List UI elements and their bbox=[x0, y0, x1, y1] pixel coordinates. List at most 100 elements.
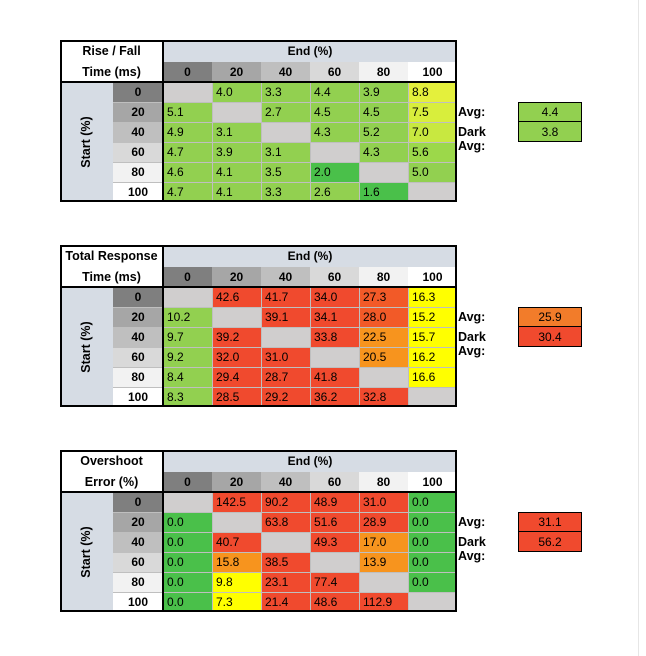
table-title-line-2: Error (%) bbox=[84, 475, 139, 489]
data-cell: 63.8 bbox=[261, 512, 310, 532]
data-cell: 4.5 bbox=[359, 102, 408, 122]
data-cell: 38.5 bbox=[261, 552, 310, 572]
data-cell: 21.4 bbox=[261, 592, 310, 612]
data-cell: 34.1 bbox=[310, 307, 359, 327]
data-cell: 34.0 bbox=[310, 287, 359, 307]
data-cell: 36.2 bbox=[310, 387, 359, 407]
separator-header-bottom bbox=[60, 491, 457, 493]
table-title-line-1: Rise / Fall bbox=[82, 44, 141, 58]
data-cell: 48.9 bbox=[310, 492, 359, 512]
data-cell: 4.1 bbox=[212, 162, 261, 182]
row-header-60: 60 bbox=[113, 142, 163, 162]
grid-line-horizontal bbox=[113, 387, 457, 388]
data-cell bbox=[408, 182, 457, 202]
grid-line-horizontal bbox=[113, 367, 457, 368]
data-cell: 8.3 bbox=[163, 387, 212, 407]
data-cell: 40.7 bbox=[212, 532, 261, 552]
grid-line-horizontal bbox=[113, 162, 457, 163]
column-header-100: 100 bbox=[408, 62, 457, 82]
data-cell: 28.9 bbox=[359, 512, 408, 532]
grid-line-horizontal bbox=[113, 592, 457, 593]
end-percent-header: End (%) bbox=[163, 40, 457, 62]
data-cell: 15.2 bbox=[408, 307, 457, 327]
data-cell: 3.9 bbox=[359, 82, 408, 102]
data-cell: 4.3 bbox=[359, 142, 408, 162]
data-cell bbox=[359, 572, 408, 592]
avg-value: 25.9 bbox=[518, 307, 582, 327]
data-cell: 0.0 bbox=[163, 552, 212, 572]
row-header-0: 0 bbox=[113, 82, 163, 102]
separator-title-right bbox=[162, 40, 164, 202]
data-cell: 112.9 bbox=[359, 592, 408, 612]
data-cell: 27.3 bbox=[359, 287, 408, 307]
data-cell: 42.6 bbox=[212, 287, 261, 307]
data-cell: 29.2 bbox=[261, 387, 310, 407]
row-header-100: 100 bbox=[113, 592, 163, 612]
data-cell bbox=[310, 142, 359, 162]
data-cell: 3.1 bbox=[212, 122, 261, 142]
data-cell: 3.9 bbox=[212, 142, 261, 162]
row-header-80: 80 bbox=[113, 162, 163, 182]
data-cell: 0.0 bbox=[408, 552, 457, 572]
grid-line-horizontal bbox=[113, 307, 457, 308]
row-header-40: 40 bbox=[113, 327, 163, 347]
data-cell bbox=[359, 162, 408, 182]
data-cell: 29.4 bbox=[212, 367, 261, 387]
data-cell: 51.6 bbox=[310, 512, 359, 532]
data-cell bbox=[261, 122, 310, 142]
column-header-100: 100 bbox=[408, 267, 457, 287]
row-header-0: 0 bbox=[113, 492, 163, 512]
total-response-time-table: Total Response Time (ms) End (%) 0 20 40 60 80 1… bbox=[60, 245, 582, 407]
data-cell: 4.6 bbox=[163, 162, 212, 182]
data-cell: 28.5 bbox=[212, 387, 261, 407]
dark-avg-label: Dark Avg: bbox=[458, 535, 486, 563]
column-header-60: 60 bbox=[310, 267, 359, 287]
start-percent-header-band bbox=[60, 287, 113, 407]
column-header-0: 0 bbox=[163, 62, 212, 82]
data-cell: 0.0 bbox=[163, 512, 212, 532]
grid-line-horizontal bbox=[113, 182, 457, 183]
data-cell: 4.4 bbox=[310, 82, 359, 102]
row-header-100: 100 bbox=[113, 387, 163, 407]
table-title-line-2: Time (ms) bbox=[82, 270, 141, 284]
data-cell: 17.0 bbox=[359, 532, 408, 552]
start-percent-header: Start (%) bbox=[78, 526, 93, 578]
column-header-40: 40 bbox=[261, 62, 310, 82]
data-cell: 28.7 bbox=[261, 367, 310, 387]
data-cell: 3.3 bbox=[261, 82, 310, 102]
data-cell: 41.7 bbox=[261, 287, 310, 307]
row-header-60: 60 bbox=[113, 347, 163, 367]
data-cell: 31.0 bbox=[359, 492, 408, 512]
data-cell bbox=[261, 327, 310, 347]
row-header-40: 40 bbox=[113, 532, 163, 552]
row-header-100: 100 bbox=[113, 182, 163, 202]
data-cell: 31.0 bbox=[261, 347, 310, 367]
data-cell bbox=[163, 82, 212, 102]
data-cell bbox=[212, 102, 261, 122]
dark-avg-value: 3.8 bbox=[518, 122, 582, 142]
data-cell: 3.3 bbox=[261, 182, 310, 202]
data-cell: 5.0 bbox=[408, 162, 457, 182]
data-cell: 0.0 bbox=[408, 512, 457, 532]
start-percent-header-band bbox=[60, 492, 113, 612]
data-cell: 4.9 bbox=[163, 122, 212, 142]
data-cell: 5.2 bbox=[359, 122, 408, 142]
separator-header-bottom bbox=[60, 81, 457, 83]
column-header-60: 60 bbox=[310, 472, 359, 492]
column-header-80: 80 bbox=[359, 267, 408, 287]
column-header-20: 20 bbox=[212, 472, 261, 492]
row-header-20: 20 bbox=[113, 102, 163, 122]
data-cell: 16.2 bbox=[408, 347, 457, 367]
data-cell bbox=[212, 307, 261, 327]
avg-label: Avg: bbox=[458, 105, 486, 119]
separator-header-bottom bbox=[60, 286, 457, 288]
column-header-80: 80 bbox=[359, 472, 408, 492]
column-header-60: 60 bbox=[310, 62, 359, 82]
grid-line-horizontal bbox=[113, 347, 457, 348]
data-cell: 4.3 bbox=[310, 122, 359, 142]
data-cell bbox=[163, 492, 212, 512]
row-header-80: 80 bbox=[113, 572, 163, 592]
column-header-40: 40 bbox=[261, 267, 310, 287]
data-cell bbox=[310, 552, 359, 572]
data-cell: 8.4 bbox=[163, 367, 212, 387]
